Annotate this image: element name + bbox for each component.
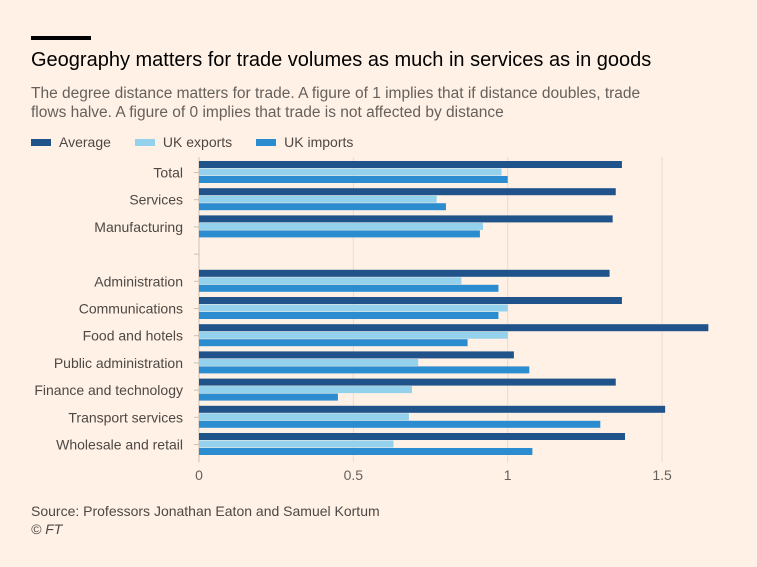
bar-uk-exports bbox=[199, 195, 437, 203]
bar-average bbox=[199, 297, 622, 304]
title-rule bbox=[31, 36, 91, 40]
legend-swatch bbox=[134, 138, 155, 146]
bar-uk-imports bbox=[199, 176, 508, 183]
bar-average bbox=[199, 378, 616, 386]
chart-subtitle: The degree distance matters for trade. A… bbox=[31, 85, 641, 121]
bar-average bbox=[199, 433, 626, 440]
bar-uk-exports bbox=[199, 358, 419, 366]
legend-item-uk-imports: UK imports bbox=[256, 134, 353, 150]
bar-uk-exports bbox=[199, 277, 462, 285]
bar-uk-imports bbox=[199, 284, 499, 292]
y-tick-label: Finance and technology bbox=[34, 382, 183, 398]
bar-uk-imports bbox=[199, 339, 468, 347]
bar-uk-imports bbox=[199, 203, 446, 211]
x-tick-label: 1 bbox=[504, 467, 512, 483]
legend-label: UK imports bbox=[284, 134, 354, 150]
bar-average bbox=[199, 161, 622, 168]
y-tick-label: Public administration bbox=[54, 355, 183, 371]
bar-uk-exports bbox=[199, 413, 409, 421]
legend-item-average: Average bbox=[31, 134, 111, 150]
legend-swatch bbox=[256, 138, 277, 146]
bar-uk-imports bbox=[199, 448, 533, 455]
y-tick-label: Communications bbox=[79, 301, 183, 317]
bar-uk-imports bbox=[199, 393, 338, 401]
y-tick-label: Services bbox=[129, 192, 183, 208]
bar-uk-exports bbox=[199, 386, 413, 394]
y-tick-label: Administration bbox=[94, 273, 183, 289]
y-tick-label: Food and hotels bbox=[83, 328, 183, 344]
bar-average bbox=[199, 215, 613, 223]
y-tick-label: Transport services bbox=[68, 409, 183, 425]
credit: © FT bbox=[31, 521, 63, 537]
bar-uk-exports bbox=[199, 168, 502, 176]
bar-uk-imports bbox=[199, 230, 480, 238]
y-tick-label: Wholesale and retail bbox=[56, 437, 183, 453]
legend-label: Average bbox=[59, 134, 111, 150]
x-tick-label: 0.5 bbox=[344, 467, 364, 483]
bar-uk-imports bbox=[199, 420, 601, 428]
bar-average bbox=[199, 351, 514, 359]
bar-uk-exports bbox=[199, 304, 508, 312]
x-tick-label: 0 bbox=[195, 467, 203, 483]
bar-uk-imports bbox=[199, 312, 499, 319]
legend-label: UK exports bbox=[162, 134, 233, 150]
bar-average bbox=[199, 188, 616, 196]
legend-item-uk-exports: UK exports bbox=[134, 134, 233, 150]
source-note: Source: Professors Jonathan Eaton and Sa… bbox=[31, 503, 380, 519]
bar-average bbox=[199, 269, 610, 277]
y-tick-label: Total bbox=[153, 165, 183, 181]
bar-uk-imports bbox=[199, 366, 530, 374]
legend-swatch bbox=[31, 138, 51, 146]
legend: Average UK exports UK imports bbox=[31, 134, 377, 150]
bar-uk-exports bbox=[199, 440, 394, 448]
bar-uk-exports bbox=[199, 331, 508, 339]
chart-title: Geography matters for trade volumes as m… bbox=[31, 49, 652, 71]
bar-uk-exports bbox=[199, 222, 484, 230]
y-tick-label: Manufacturing bbox=[94, 219, 183, 235]
bar-average bbox=[199, 405, 666, 413]
x-tick-label: 1.5 bbox=[652, 467, 672, 483]
bar-average bbox=[199, 324, 709, 332]
